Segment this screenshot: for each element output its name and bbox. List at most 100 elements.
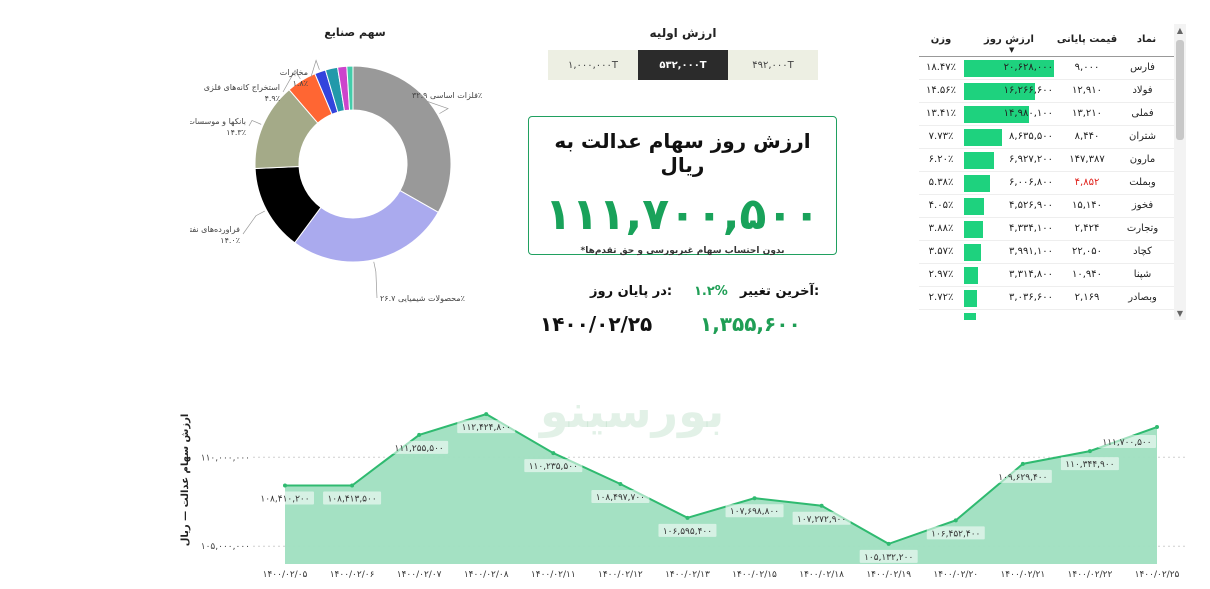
value-bar bbox=[964, 289, 978, 307]
y-axis-label: ارزش سهام عدالت — ریال bbox=[180, 414, 191, 547]
donut-label-name: مخابرات bbox=[280, 68, 308, 77]
initial-value-option-492000[interactable]: ۴۹۲,۰۰۰T bbox=[728, 50, 818, 80]
daily-value-card: ارزش روز سهام عدالت به ریال ۱۱۱,۷۰۰,۵۰۰ … bbox=[528, 116, 837, 256]
data-point[interactable] bbox=[685, 515, 690, 520]
end-of-day-date: ۱۴۰۰/۰۲/۲۵ bbox=[540, 312, 653, 336]
header-value[interactable]: ارزش روز ▼ bbox=[963, 24, 1055, 57]
donut-leader-line bbox=[373, 261, 378, 299]
table-row[interactable]: ۱۳.۴۱٪ ۱۴,۹۸۰,۱۰۰ ۱۳,۲۱۰ فملی bbox=[919, 102, 1174, 126]
initial-value-option-532000[interactable]: ۵۳۲,۰۰۰T bbox=[638, 50, 728, 80]
price-cell: ۱۴۷,۳۸۷ bbox=[1055, 148, 1119, 172]
header-price[interactable]: قیمت پایانی bbox=[1055, 24, 1119, 57]
donut-label-name: ...بانکها و موسسات ا bbox=[190, 117, 246, 126]
price-cell: ۱۰,۹۴۰ bbox=[1055, 263, 1119, 287]
donut-slice[interactable] bbox=[352, 65, 452, 213]
symbol-cell bbox=[1119, 309, 1174, 320]
table-row[interactable]: ۱۴.۵۶٪ ۱۶,۲۶۶,۶۰۰ ۱۲,۹۱۰ فولاد bbox=[919, 79, 1174, 103]
daily-value-title: ارزش روز سهام عدالت به ریال bbox=[554, 129, 811, 177]
value-history-area-chart: ۱۰۵,۰۰۰,۰۰۰ ۱۱۰,۰۰۰,۰۰۰ ارزش سهام عدالت — … bbox=[180, 412, 1185, 580]
header-weight[interactable]: وزن bbox=[919, 24, 963, 57]
price-cell: ۱۳,۲۱۰ bbox=[1055, 102, 1119, 126]
value-cell: ۳,۹۹۱,۱۰۰ bbox=[963, 240, 1055, 264]
data-point[interactable] bbox=[1155, 425, 1159, 430]
weight-cell: ۱۸.۴۷٪ bbox=[919, 56, 963, 80]
value-bar bbox=[964, 151, 995, 169]
data-label: ۱۱۰,۳۴۴,۹۰۰ bbox=[1065, 460, 1114, 470]
data-label-bg bbox=[993, 469, 1052, 483]
value-cell: ۶,۹۲۷,۲۰۰ bbox=[963, 148, 1055, 172]
value-text: ۸,۶۳۵,۵۰۰ bbox=[1009, 131, 1053, 142]
symbol-cell: وبملت bbox=[1119, 171, 1174, 195]
table-row[interactable]: ۶.۲۰٪ ۶,۹۲۷,۲۰۰ ۱۴۷,۳۸۷ مارون bbox=[919, 148, 1174, 172]
x-tick-label: ۱۴۰۰/۰۲/۱۵ bbox=[732, 570, 777, 580]
donut-slice[interactable] bbox=[346, 65, 354, 111]
end-of-day-label: در پایان روز: bbox=[590, 284, 673, 299]
data-point[interactable] bbox=[953, 518, 958, 523]
table-row[interactable]: ۲.۷۲٪ ۳,۰۳۶,۶۰۰ ۲,۱۶۹ وبصادر bbox=[919, 286, 1174, 310]
table-row[interactable]: ۳.۵۷٪ ۳,۹۹۱,۱۰۰ ۲۲,۰۵۰ کچاد bbox=[919, 240, 1174, 264]
donut-label-name: فراورده‌های نفتی bbox=[190, 225, 240, 234]
x-tick-label: ۱۴۰۰/۰۲/۱۲ bbox=[598, 570, 643, 580]
data-point[interactable] bbox=[819, 503, 824, 508]
value-text: ۱۶,۲۶۶,۶۰۰ bbox=[1003, 85, 1053, 96]
data-point[interactable] bbox=[886, 541, 891, 546]
data-point[interactable] bbox=[417, 432, 422, 437]
data-label-bg bbox=[658, 523, 717, 537]
value-bar bbox=[964, 105, 1030, 123]
symbol-cell: وتجارت bbox=[1119, 217, 1174, 241]
price-cell: ۲۲,۰۵۰ bbox=[1055, 240, 1119, 264]
table-row[interactable]: ۲.۹۷٪ ۳,۳۱۴,۸۰۰ ۱۰,۹۴۰ شپنا bbox=[919, 263, 1174, 287]
data-point[interactable] bbox=[350, 483, 355, 488]
table-row[interactable]: ۴.۰۵٪ ۴,۵۲۶,۹۰۰ ۱۵,۱۴۰ فخوز bbox=[919, 194, 1174, 218]
table-row[interactable] bbox=[919, 309, 1174, 320]
symbol-cell: شپنا bbox=[1119, 263, 1174, 287]
table-row[interactable]: ۵.۳۸٪ ۶,۰۰۶,۸۰۰ ۴,۸۵۲ وبملت bbox=[919, 171, 1174, 195]
value-bar bbox=[964, 266, 979, 284]
table-row[interactable]: ۷.۷۳٪ ۸,۶۳۵,۵۰۰ ۸,۴۴۰ شتران bbox=[919, 125, 1174, 149]
weight-cell: ۱۳.۴۱٪ bbox=[919, 102, 963, 126]
table-row[interactable]: ۱۸.۴۷٪ ۲۰,۶۲۸,۰۰۰ ۹,۰۰۰ فارس bbox=[919, 56, 1174, 80]
symbol-cell: مارون bbox=[1119, 148, 1174, 172]
data-label-bg bbox=[1098, 435, 1156, 449]
value-cell: ۱۶,۲۶۶,۶۰۰ bbox=[963, 79, 1055, 103]
value-cell: ۸,۶۳۵,۵۰۰ bbox=[963, 125, 1055, 149]
data-point[interactable] bbox=[551, 451, 556, 456]
symbol-cell: فولاد bbox=[1119, 79, 1174, 103]
industry-share-donut-chart: فلزات اساسی ۳۲.۹٪ محصولات شیمیایی ۲۶.۷٪ فر… bbox=[190, 59, 482, 303]
scroll-thumb[interactable] bbox=[1176, 40, 1184, 140]
holdings-table-container[interactable]: وزن ارزش روز ▼ قیمت پایانی نماد ۱۸.۴۷٪ ۲۰,… bbox=[919, 24, 1186, 320]
x-tick-label: ۱۴۰۰/۰۲/۱۱ bbox=[531, 570, 576, 580]
x-tick-label: ۱۴۰۰/۰۲/۰۷ bbox=[397, 570, 442, 580]
data-label-bg bbox=[725, 504, 784, 518]
scroll-down-icon[interactable]: ▼ bbox=[1176, 309, 1184, 318]
data-label-bg bbox=[859, 549, 918, 563]
initial-value-option-1000000[interactable]: ۱,۰۰۰,۰۰۰T bbox=[548, 50, 638, 80]
data-point[interactable] bbox=[283, 483, 287, 488]
x-tick-label: ۱۴۰۰/۰۲/۰۶ bbox=[330, 570, 375, 580]
data-point[interactable] bbox=[752, 496, 757, 501]
data-label: ۱۱۲,۴۲۴,۸۰۰ bbox=[462, 423, 511, 433]
table-row[interactable]: ۳.۸۸٪ ۴,۳۳۴,۱۰۰ ۲,۴۲۴ وتجارت bbox=[919, 217, 1174, 241]
x-tick-label: ۱۴۰۰/۰۲/۲۵ bbox=[1135, 570, 1180, 580]
table-scrollbar[interactable]: ▲ ▼ bbox=[1174, 24, 1186, 320]
data-label: ۱۰۷,۶۹۸,۸۰۰ bbox=[730, 507, 779, 517]
scroll-up-icon[interactable]: ▲ bbox=[1176, 26, 1184, 35]
value-text: ۱۴,۹۸۰,۱۰۰ bbox=[1003, 108, 1053, 119]
data-point[interactable] bbox=[484, 412, 489, 417]
value-bar bbox=[964, 312, 976, 320]
data-point[interactable] bbox=[1020, 461, 1025, 466]
daily-value-number: ۱۱۱,۷۰۰,۵۰۰ bbox=[544, 189, 821, 240]
value-bar bbox=[964, 197, 984, 215]
donut-leader-line bbox=[282, 69, 301, 93]
weight-cell: ۲.۹۷٪ bbox=[919, 263, 963, 287]
data-point[interactable] bbox=[1087, 449, 1092, 454]
header-symbol[interactable]: نماد bbox=[1119, 24, 1174, 57]
value-cell: ۶,۰۰۶,۸۰۰ bbox=[963, 171, 1055, 195]
donut-slice[interactable] bbox=[293, 189, 439, 263]
weight-cell: ۲.۷۲٪ bbox=[919, 286, 963, 310]
donut-leader-line bbox=[408, 94, 449, 114]
value-cell: ۴,۳۳۴,۱۰۰ bbox=[963, 217, 1055, 241]
value-text: ۶,۹۲۷,۲۰۰ bbox=[1009, 154, 1053, 165]
price-cell: ۹,۰۰۰ bbox=[1055, 56, 1119, 80]
data-point[interactable] bbox=[618, 481, 623, 486]
